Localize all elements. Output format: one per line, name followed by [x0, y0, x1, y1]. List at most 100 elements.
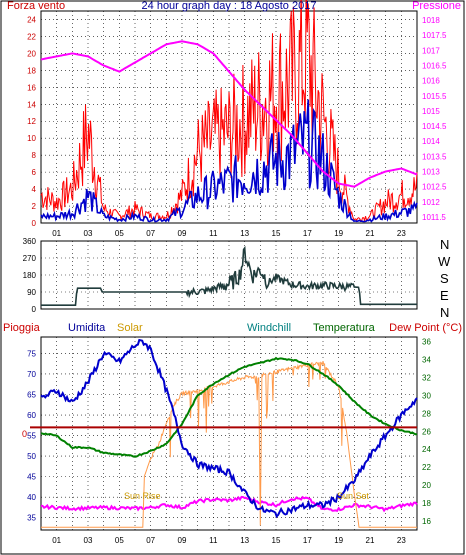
temp-y-tick-7: 30: [422, 391, 431, 400]
wind-y-tick-4: 8: [32, 151, 37, 160]
wind-y-tick-9: 18: [27, 66, 36, 75]
wind-x-tick-0: 01: [52, 229, 61, 238]
wind-x-tick-5: 11: [209, 229, 218, 238]
wind-x-tick-6: 13: [240, 229, 249, 238]
wind-y-tick-0: 0: [32, 219, 37, 228]
humidity-y-tick-1: 40: [27, 493, 36, 502]
humidity-y-tick-4: 55: [27, 432, 36, 441]
bottom-x-tick-5: 11: [209, 536, 218, 545]
pressure-y-tick-12: 1017.5: [422, 31, 447, 40]
humidity-y-tick-8: 75: [27, 349, 36, 358]
temp-y-tick-4: 24: [422, 445, 431, 454]
wind-x-tick-8: 17: [303, 229, 312, 238]
wind-y-tick-10: 20: [27, 49, 36, 58]
dir-y-tick-4: 360: [23, 237, 37, 246]
pressure-y-tick-4: 1013.5: [422, 152, 447, 161]
pressure-y-tick-6: 1014.5: [422, 122, 447, 131]
wind-y-tick-8: 16: [27, 83, 36, 92]
pressure-y-tick-7: 1015: [422, 107, 440, 116]
pressure-y-tick-10: 1016.5: [422, 62, 447, 71]
wind-x-tick-1: 03: [84, 229, 93, 238]
bottom-x-tick-2: 05: [115, 536, 124, 545]
dir-y-tick-0: 0: [32, 305, 37, 314]
wind-x-tick-2: 05: [115, 229, 124, 238]
bottom-x-tick-6: 13: [240, 536, 249, 545]
humidity-y-tick-6: 65: [27, 390, 36, 399]
wind-x-tick-9: 19: [334, 229, 343, 238]
dir-letter-n-bottom: N: [440, 305, 449, 320]
solar-label: Solar: [117, 322, 143, 334]
sunrise-label: Sun Rise: [124, 491, 161, 501]
humidity-line: [40, 338, 418, 519]
bottom-x-tick-3: 07: [146, 536, 155, 545]
pressure-line: [40, 40, 418, 188]
pressure-y-tick-1: 1012: [422, 198, 440, 207]
pressure-y-tick-2: 1012.5: [422, 183, 447, 192]
pressure-y-tick-11: 1017: [422, 46, 440, 55]
wind-y-tick-2: 4: [32, 185, 37, 194]
temp-y-tick-9: 34: [422, 355, 431, 364]
pressure-y-tick-3: 1013: [422, 168, 440, 177]
wind-y-tick-11: 22: [27, 32, 36, 41]
bottom-x-tick-9: 19: [334, 536, 343, 545]
wind-x-tick-4: 09: [178, 229, 187, 238]
humidity-y-tick-0: 35: [27, 514, 36, 523]
umidita-label: Umidita: [68, 322, 106, 334]
dir-letter-e: E: [440, 288, 449, 303]
temp-y-tick-6: 28: [422, 409, 431, 418]
temperature-line: [40, 356, 417, 458]
temp-y-tick-1: 18: [422, 499, 431, 508]
pioggia-label: Pioggia: [3, 322, 41, 334]
dewpoint-label: Dew Point (°C): [389, 322, 462, 334]
wind-x-tick-11: 23: [397, 229, 406, 238]
sunset-label: Sun Set: [337, 491, 370, 501]
temp-y-tick-2: 20: [422, 481, 431, 490]
humidity-y-tick-7: 70: [27, 370, 36, 379]
wind-speed-axis-title: Forza vento: [7, 0, 65, 12]
dir-y-tick-3: 270: [23, 254, 37, 263]
wind-x-tick-10: 21: [366, 229, 375, 238]
pressure-axis-title: Pressione: [412, 0, 461, 12]
wind-direction-line: [41, 245, 417, 307]
dir-y-tick-2: 180: [23, 271, 37, 280]
humidity-y-tick-2: 45: [27, 473, 36, 482]
wind-y-tick-3: 6: [32, 168, 37, 177]
bottom-x-tick-0: 01: [52, 536, 61, 545]
rain-zero-label: 0: [22, 429, 27, 439]
wind-avg-line: [40, 99, 418, 223]
wind-y-tick-7: 14: [27, 100, 36, 109]
wind-x-tick-7: 15: [272, 229, 281, 238]
humidity-y-tick-3: 50: [27, 452, 36, 461]
temp-y-tick-0: 16: [422, 517, 431, 526]
bottom-x-tick-4: 09: [178, 536, 187, 545]
temp-y-tick-8: 32: [422, 373, 431, 382]
pressure-y-tick-9: 1016: [422, 77, 440, 86]
pressure-y-tick-13: 1018: [422, 16, 440, 25]
dir-letter-n-top: N: [440, 237, 449, 252]
wind-y-tick-5: 10: [27, 134, 36, 143]
temperatura-label: Temperatura: [313, 322, 376, 334]
dir-y-tick-1: 90: [27, 288, 36, 297]
wind-gust-line: [40, 0, 418, 223]
wind-x-tick-3: 07: [146, 229, 155, 238]
bottom-x-tick-10: 21: [366, 536, 375, 545]
pressure-y-tick-8: 1015.5: [422, 92, 447, 101]
temp-y-tick-10: 36: [422, 337, 431, 346]
dewpoint-line: [40, 495, 418, 513]
solar-line: [41, 361, 417, 528]
pressure-y-tick-5: 1014: [422, 137, 440, 146]
dir-letter-w: W: [438, 254, 451, 269]
bottom-x-tick-1: 03: [84, 536, 93, 545]
pressure-y-tick-0: 1011.5: [422, 213, 446, 222]
bottom-x-tick-11: 23: [397, 536, 406, 545]
temp-y-tick-3: 22: [422, 463, 431, 472]
bottom-x-tick-8: 17: [303, 536, 312, 545]
humidity-y-tick-5: 60: [27, 411, 36, 420]
wind-y-tick-6: 12: [27, 117, 36, 126]
windchill-label: Windchill: [247, 322, 291, 334]
bottom-x-tick-7: 15: [272, 536, 281, 545]
temp-y-tick-5: 26: [422, 427, 431, 436]
